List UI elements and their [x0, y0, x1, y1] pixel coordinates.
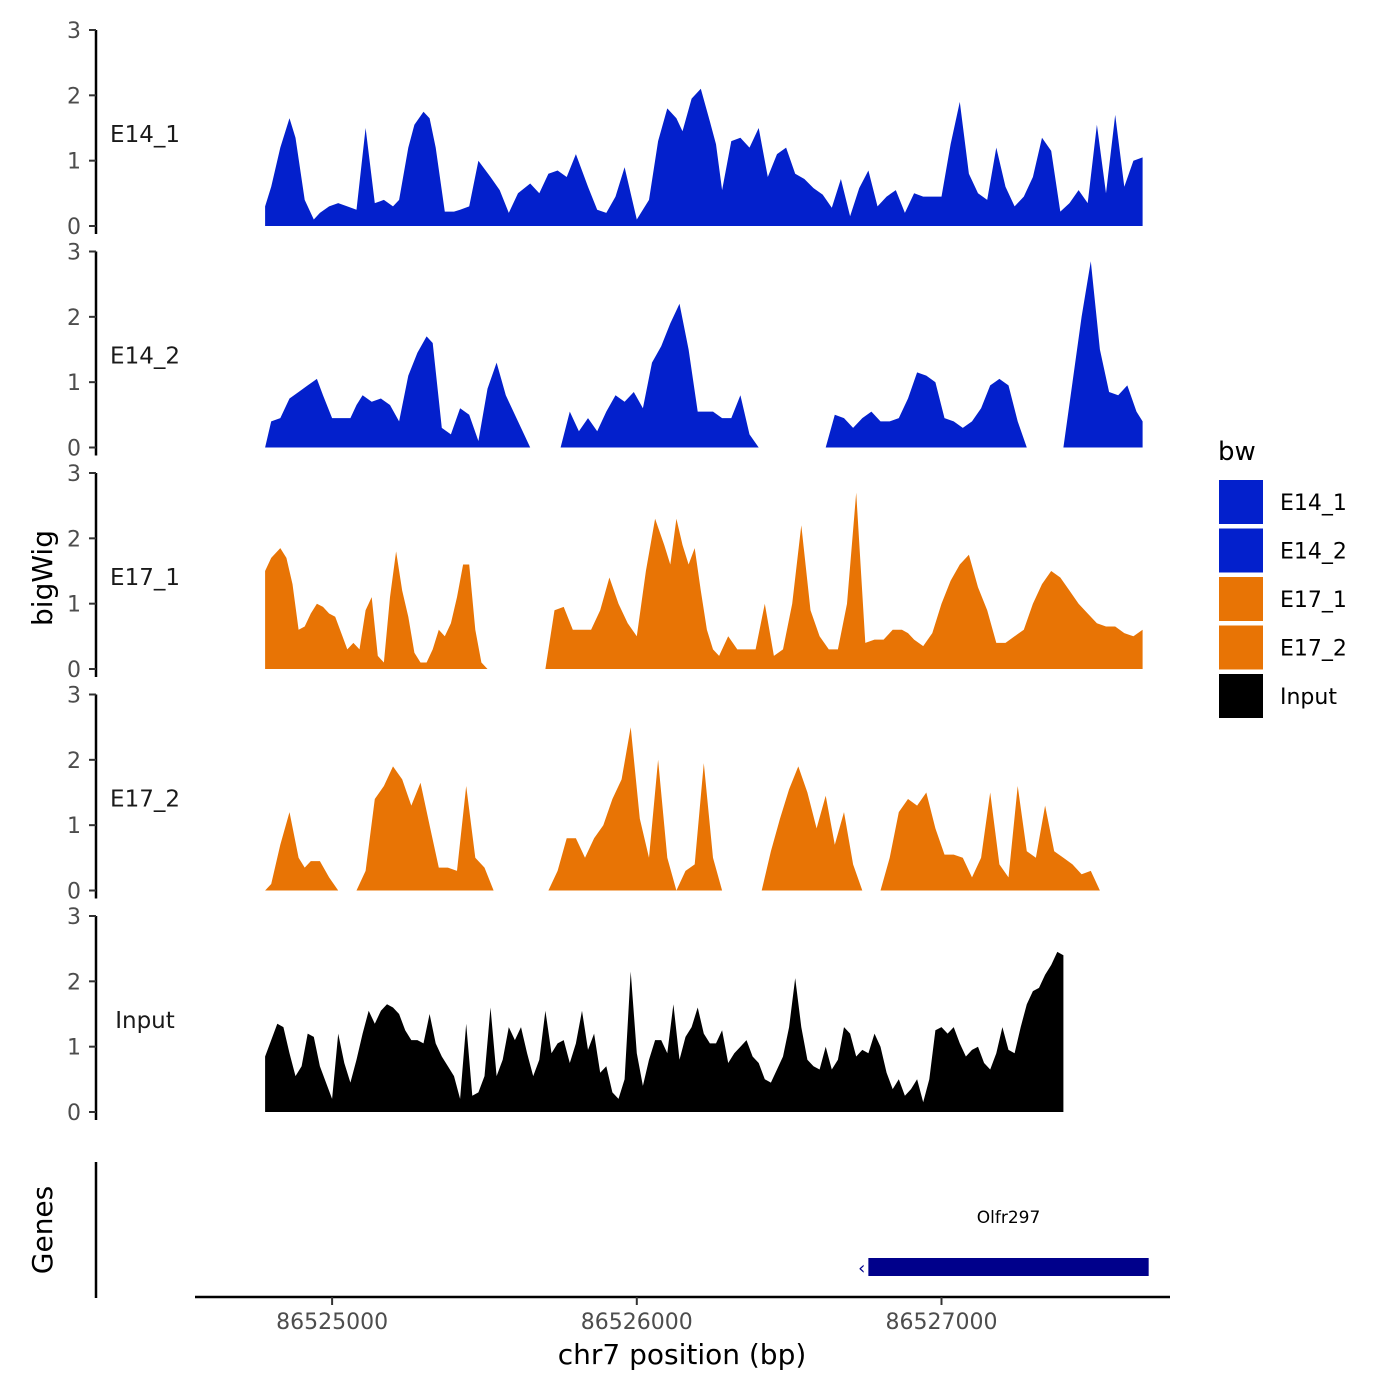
y-tick-label: 1	[67, 371, 81, 396]
track-label: E14_1	[110, 122, 180, 148]
y-tick-label: 1	[67, 814, 81, 839]
track-input: 0 1 2 3 Input	[67, 905, 1064, 1126]
y-tick-label: 2	[67, 84, 81, 109]
signal-area	[548, 727, 741, 891]
legend-item-e17-1: E17_1	[1219, 577, 1347, 621]
y-tick-label: 3	[67, 462, 81, 487]
signal-area	[265, 88, 1143, 226]
signal-area	[265, 812, 339, 891]
signal-area	[1063, 261, 1143, 448]
track-label: E17_1	[110, 565, 180, 591]
legend-label: E17_1	[1280, 588, 1347, 613]
y-tick-label: 2	[67, 970, 81, 995]
track-e14-2: 0 1 2 3 E14_2	[67, 241, 1143, 462]
legend-swatch	[1219, 674, 1263, 718]
y-tick-label: 0	[67, 437, 81, 462]
signal-area	[825, 372, 1046, 448]
strand-arrow-icon: ‹	[858, 1258, 865, 1279]
bigwig-tracks: 0 1 2 3 E14_1 0 1 2 3 E14_2 0 1 2 3 E17_1 0 1 2 3 E17_2 0 1 2 3…	[67, 19, 1143, 1126]
legend-label: E17_2	[1280, 637, 1347, 662]
legend-label: E14_1	[1280, 491, 1347, 516]
legend-title: bw	[1218, 437, 1256, 467]
y-tick-label: 3	[67, 19, 81, 44]
legend-swatch	[1219, 577, 1263, 621]
legend-label: E14_2	[1280, 540, 1347, 565]
signal-area	[880, 786, 1143, 891]
legend-item-e14-1: E14_1	[1219, 480, 1347, 524]
gene-olfr297: ‹ Olfr297	[858, 1208, 1149, 1279]
y-tick-label: 3	[67, 684, 81, 709]
legend-item-e14-2: E14_2	[1219, 528, 1347, 573]
legend-swatch	[1219, 480, 1263, 524]
legend-swatch	[1219, 528, 1263, 573]
x-axis: 86525000 86526000 86527000	[195, 1295, 1170, 1335]
x-tick-label: 86525000	[276, 1310, 388, 1335]
y-tick-label: 1	[67, 593, 81, 618]
legend: bw E14_1 E14_2 E17_1 E17_2 Input	[1218, 437, 1347, 718]
y-axis-title: bigWig	[26, 530, 59, 626]
signal-area	[761, 766, 872, 891]
genes-panel-label: Genes	[26, 1186, 59, 1274]
track-label: E14_2	[110, 344, 180, 370]
signal-area	[265, 951, 1064, 1112]
track-label: Input	[115, 1008, 175, 1034]
track-e17-1: 0 1 2 3 E17_1	[67, 462, 1143, 683]
x-tick-label: 86527000	[885, 1310, 997, 1335]
x-axis-title: chr7 position (bp)	[558, 1338, 807, 1371]
gene-label: Olfr297	[977, 1208, 1041, 1228]
y-tick-label: 1	[67, 1036, 81, 1061]
y-tick-label: 1	[67, 150, 81, 175]
legend-item-input: Input	[1219, 674, 1337, 718]
track-e17-2: 0 1 2 3 E17_2	[67, 684, 1143, 905]
legend-label: Input	[1280, 685, 1337, 710]
y-tick-label: 0	[67, 658, 81, 683]
signal-area	[265, 336, 531, 448]
track-e14-1: 0 1 2 3 E14_1	[67, 19, 1143, 240]
genes-panel: Genes ‹ Olfr297	[26, 1162, 1149, 1298]
y-tick-label: 3	[67, 241, 81, 266]
x-tick-label: 86526000	[581, 1310, 693, 1335]
signal-area	[560, 303, 796, 448]
signal-area	[265, 548, 531, 669]
legend-item-e17-2: E17_2	[1219, 625, 1347, 670]
y-tick-label: 0	[67, 880, 81, 905]
y-tick-label: 0	[67, 1101, 81, 1126]
y-tick-label: 2	[67, 527, 81, 552]
gene-body	[868, 1258, 1149, 1276]
signal-area	[545, 492, 1143, 669]
track-label: E17_2	[110, 787, 180, 813]
y-tick-label: 2	[67, 749, 81, 774]
y-tick-label: 3	[67, 905, 81, 930]
y-tick-label: 2	[67, 306, 81, 331]
signal-area	[356, 766, 531, 891]
legend-swatch	[1219, 625, 1263, 670]
y-tick-label: 0	[67, 215, 81, 240]
